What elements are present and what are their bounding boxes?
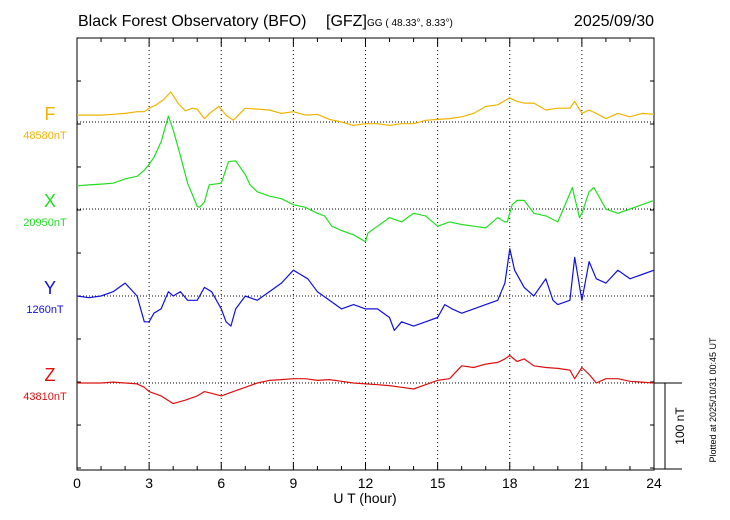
series-labels: F 48580nT X 20950nT Y 1260nT Z 43810nT bbox=[23, 104, 67, 403]
scale-bar: 100 nT bbox=[654, 382, 687, 470]
x-tick-label: 15 bbox=[430, 475, 446, 491]
plotted-timestamp: Plotted at 2025/10/31 00:45 UT bbox=[708, 337, 718, 463]
coordinates-label: GG ( 48.33°, 8.33°) bbox=[367, 18, 453, 29]
grid-lines bbox=[148, 38, 583, 470]
x-tick-label: 21 bbox=[574, 475, 590, 491]
series-line-x bbox=[76, 115, 655, 243]
x-tick-label: 3 bbox=[145, 475, 153, 491]
baseline-value-z: 43810nT bbox=[23, 391, 67, 403]
series-line-z bbox=[77, 354, 655, 405]
x-tick-label: 9 bbox=[289, 475, 297, 491]
axis-ticks bbox=[76, 38, 655, 470]
series-name-z: Z bbox=[45, 365, 56, 385]
date-label: 2025/09/30 bbox=[574, 13, 654, 30]
scale-bar-label: 100 nT bbox=[673, 407, 687, 445]
agency-label: [GFZ] bbox=[326, 13, 367, 30]
series-lines bbox=[76, 91, 655, 405]
x-tick-label: 0 bbox=[73, 475, 81, 491]
baseline-value-y: 1260nT bbox=[26, 304, 64, 316]
x-axis-label: U T (hour) bbox=[333, 490, 396, 506]
x-tick-label: 6 bbox=[217, 475, 225, 491]
series-line-f bbox=[77, 91, 655, 127]
x-tick-label: 24 bbox=[646, 475, 662, 491]
chart-title: Black Forest Observatory (BFO) bbox=[78, 13, 307, 30]
x-tick-label: 12 bbox=[358, 475, 374, 491]
series-name-y: Y bbox=[44, 278, 56, 298]
x-tick-label: 18 bbox=[502, 475, 518, 491]
series-name-f: F bbox=[45, 104, 56, 124]
x-tick-labels: 0 3 6 9 12 15 18 21 24 bbox=[73, 475, 662, 491]
baseline-lines bbox=[77, 121, 654, 384]
series-name-x: X bbox=[44, 191, 56, 211]
series-line-y bbox=[76, 248, 655, 331]
baseline-value-f: 48580nT bbox=[23, 130, 67, 142]
baseline-value-x: 20950nT bbox=[23, 217, 67, 229]
